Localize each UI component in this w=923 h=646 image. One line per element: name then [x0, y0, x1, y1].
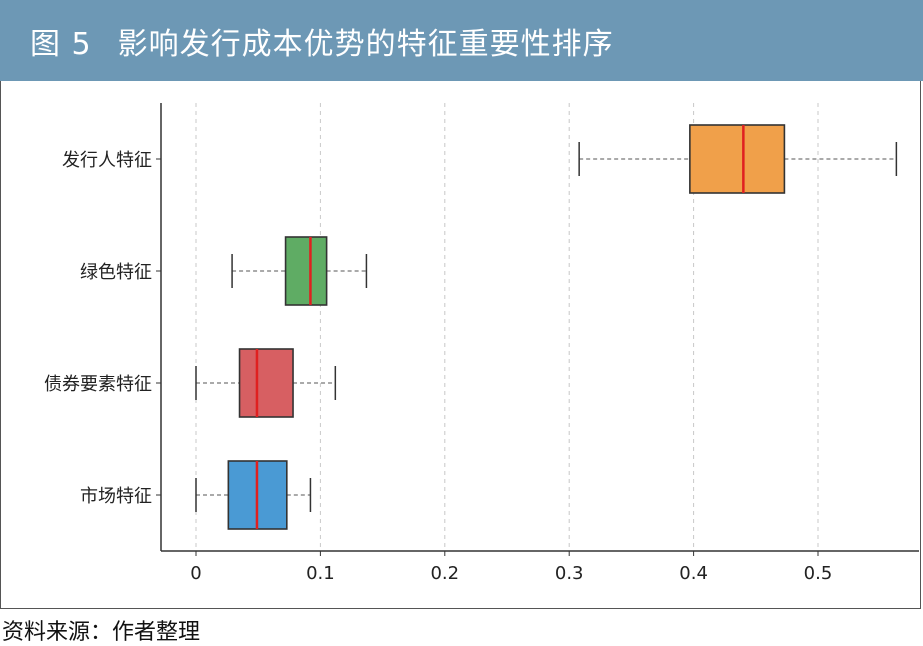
x-tick-label-5: 0.5 — [804, 563, 833, 584]
figure-number: 图 5 — [30, 26, 92, 62]
figure-title-bar: 图 5 影响发行成本优势的特征重要性排序 — [0, 0, 923, 81]
category-label-2: 债券要素特征 — [44, 374, 152, 395]
box-2 — [238, 348, 294, 418]
box-1 — [284, 236, 328, 306]
source-note: 资料来源：作者整理 — [2, 620, 201, 645]
box-0 — [689, 124, 786, 194]
x-tick-label-4: 0.4 — [679, 563, 708, 584]
x-tick-label-3: 0.3 — [555, 563, 584, 584]
chart-frame: 0 0.1 0.2 0.3 0.4 0.5 发行人特征绿色特征债券要素特征市场特征 — [0, 81, 921, 609]
x-tick-label-2: 0.2 — [430, 563, 459, 584]
category-label-3: 市场特征 — [80, 486, 152, 507]
x-tick-label-0: 0 — [190, 563, 201, 584]
x-tick-label-1: 0.1 — [306, 563, 335, 584]
figure-title: 影响发行成本优势的特征重要性排序 — [117, 26, 614, 62]
category-label-0: 发行人特征 — [62, 150, 152, 171]
category-label-1: 绿色特征 — [80, 262, 152, 283]
